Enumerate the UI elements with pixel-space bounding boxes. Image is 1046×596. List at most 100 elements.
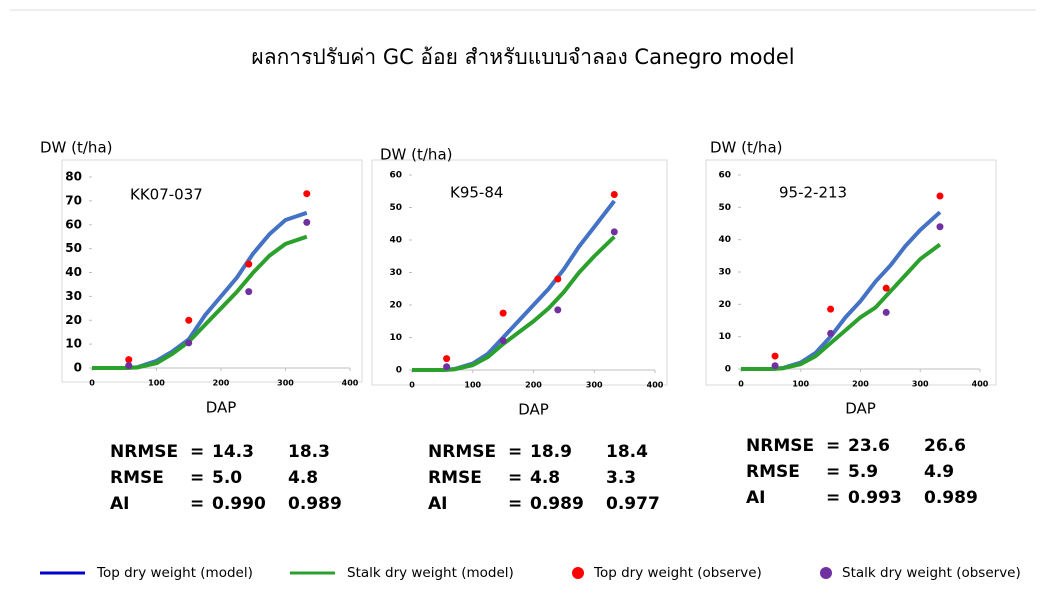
y-tick-label: 10 [65, 337, 82, 351]
x-tick-label: 0 [738, 380, 744, 389]
stat-equals: = [190, 494, 204, 514]
observed-point [125, 362, 133, 370]
model-line [92, 234, 308, 370]
observed-point [554, 306, 562, 314]
stat-name: AI [110, 494, 129, 514]
observed-point [499, 337, 507, 345]
y-tick-label: 30 [718, 268, 731, 278]
observed-point [771, 362, 779, 370]
stat-value: 0.977 [606, 494, 660, 514]
y-tick-label: 10 [389, 333, 402, 343]
x-tick-label: 200 [852, 380, 869, 389]
x-tick-label: 100 [148, 379, 165, 388]
stat-equals: = [190, 468, 204, 488]
model-line [92, 210, 308, 370]
y-tick-label: 0 [725, 365, 731, 375]
stat-value: 5.9 [848, 462, 878, 482]
stat-value: 18.9 [530, 442, 572, 462]
stat-name: RMSE [110, 468, 164, 488]
y-tick-label: 20 [718, 300, 731, 310]
x-tick-label: 200 [213, 379, 230, 388]
y-tick-label: 40 [65, 265, 82, 279]
stat-name: NRMSE [746, 436, 814, 456]
y-axis-label: DW (t/ha) [40, 139, 113, 157]
legend-label: Top dry weight (observe) [593, 565, 762, 581]
x-tick-label: 100 [792, 380, 809, 389]
slide-title: ผลการปรับค่า GC อ้อย สำหรับแบบจำลอง Cane… [251, 45, 794, 69]
y-tick-label: 40 [389, 236, 402, 246]
model-line [741, 210, 942, 371]
observed-point [125, 356, 133, 364]
chart-frame [705, 159, 997, 386]
stat-equals: = [826, 436, 840, 456]
x-tick-label: 300 [912, 380, 929, 389]
observed-point [443, 355, 451, 363]
observed-point [610, 191, 618, 198]
stat-value: 4.9 [924, 462, 954, 482]
observed-point [303, 190, 311, 198]
stat-value: 3.3 [606, 468, 636, 488]
y-tick-label: 60 [718, 171, 731, 181]
y-tick-label: 30 [389, 268, 402, 278]
observed-point [303, 218, 311, 226]
observed-point [827, 305, 835, 313]
x-tick-label: 100 [464, 381, 481, 390]
observed-point [936, 192, 944, 200]
stat-name: NRMSE [110, 442, 178, 462]
x-axis-label: DAP [518, 401, 549, 419]
x-tick-label: 0 [409, 381, 415, 390]
legend-swatch [572, 567, 584, 579]
y-tick-label: 30 [65, 289, 82, 303]
stat-equals: = [508, 442, 522, 462]
y-tick-label: 50 [718, 203, 731, 213]
observed-point [245, 288, 253, 296]
y-tick-label: 70 [65, 193, 82, 207]
x-tick-label: 400 [342, 379, 359, 388]
observed-point [499, 309, 507, 317]
stat-value: 0.989 [288, 494, 342, 514]
stat-value: 18.3 [288, 442, 330, 462]
stat-value: 14.3 [212, 442, 254, 462]
legend-label: Stalk dry weight (model) [347, 565, 514, 581]
x-axis-label: DAP [845, 400, 876, 418]
x-tick-label: 400 [972, 380, 989, 389]
observed-point [443, 363, 451, 371]
legend-label: Stalk dry weight (observe) [842, 565, 1021, 581]
x-axis-label: DAP [206, 399, 237, 417]
y-tick-label: 20 [389, 301, 402, 311]
observed-point [245, 260, 253, 268]
observed-point [185, 339, 193, 347]
stat-equals: = [826, 488, 840, 508]
legend-swatch [820, 567, 832, 579]
stat-value: 5.0 [212, 468, 242, 488]
observed-point [610, 228, 618, 236]
x-tick-label: 0 [89, 379, 95, 388]
y-tick-label: 80 [65, 170, 82, 184]
stat-value: 0.993 [848, 488, 902, 508]
observed-point [882, 284, 890, 292]
x-tick-label: 300 [277, 379, 294, 388]
y-tick-label: 10 [718, 332, 731, 342]
stat-value: 4.8 [288, 468, 318, 488]
observed-point [554, 275, 562, 283]
y-tick-label: 60 [65, 217, 82, 231]
stat-value: 26.6 [924, 436, 966, 456]
x-tick-label: 300 [586, 381, 603, 390]
stat-name: AI [746, 488, 765, 508]
y-tick-label: 20 [65, 313, 82, 327]
stat-name: AI [428, 494, 447, 514]
model-line [741, 242, 942, 371]
y-tick-label: 60 [389, 171, 402, 181]
variety-label: 95-2-213 [779, 184, 847, 202]
stat-value: 0.989 [924, 488, 978, 508]
chart-frame [371, 159, 668, 386]
x-tick-label: 400 [647, 381, 664, 390]
variety-label: K95-84 [450, 184, 503, 202]
stat-equals: = [508, 494, 522, 514]
stat-value: 0.989 [530, 494, 584, 514]
stat-value: 23.6 [848, 436, 890, 456]
stat-value: 0.990 [212, 494, 266, 514]
variety-label: KK07-037 [130, 186, 203, 204]
model-line [412, 199, 616, 372]
